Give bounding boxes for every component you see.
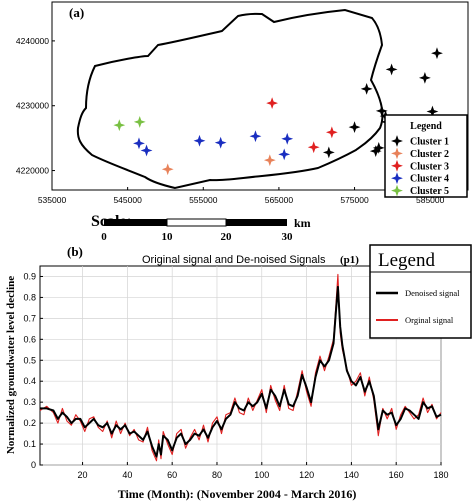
cluster-4-point [249, 130, 262, 143]
map-x-tick-label: 565000 [265, 195, 294, 205]
y-tick-label: 0.9 [23, 271, 36, 281]
cluster-4-point [140, 144, 153, 157]
map-y-tick-label: 4230000 [16, 101, 49, 111]
cluster-1-point [360, 82, 373, 95]
plot-series [39, 273, 442, 462]
cluster-1-point [369, 145, 382, 158]
map-legend-label-cluster-4: Cluster 4 [410, 174, 449, 185]
map-legend-box [384, 114, 468, 198]
scale-segment-2 [166, 218, 227, 227]
x-tick-label: 180 [433, 470, 448, 480]
map-legend-marker-cluster-3 [391, 159, 403, 172]
cluster-4-point [133, 137, 145, 150]
y-tick-label: 0.2 [23, 418, 36, 428]
denoised-signal-line [40, 285, 442, 458]
cluster-1-point [431, 47, 443, 60]
cluster-3-point [325, 126, 338, 139]
plot-legend-box [369, 244, 472, 339]
chart-title: Original signal and De-noised Signals [142, 254, 326, 266]
map-y-ticks: 4220000 4230000 4240000 [16, 36, 55, 176]
y-tick-label: 0.8 [23, 292, 36, 302]
x-tick-label: 120 [299, 470, 314, 480]
y-tick-label: 0 [31, 460, 36, 470]
cluster-3-point [266, 97, 279, 110]
map-legend-marker-cluster-1 [391, 135, 403, 147]
plot-legend-items: Denoised signal Orginal signal [376, 288, 460, 325]
cluster-4-point [281, 132, 294, 145]
panel-a-label: (a) [69, 5, 84, 20]
chart-title-suffix: (p1) [340, 254, 359, 266]
x-tick-label: 140 [344, 470, 359, 480]
signal-chart-panel: (b) Original signal and De-noised Signal… [5, 244, 472, 501]
map-x-tick-label: 535000 [38, 195, 67, 205]
x-tick-label: 80 [212, 470, 222, 480]
map-frame [51, 1, 469, 191]
plot-legend-label-orginal-signal: Orginal signal [405, 315, 454, 325]
y-tick-label: 0.1 [23, 439, 36, 449]
plot-y-ticks: 0 0.1 0.2 0.3 0.4 0.5 0.6 0.7 0.8 0.9 [23, 271, 43, 470]
scale-tick-30: 30 [282, 231, 294, 243]
scale-segment-3 [226, 219, 287, 226]
map-legend-marker-cluster-5 [391, 184, 403, 197]
cluster-map-panel: (a) 535000 545000 555000 565000 575000 585000… [16, 1, 469, 205]
x-tick-label: 100 [254, 470, 269, 480]
cluster-5-point [113, 119, 126, 132]
map-x-tick-label: 575000 [340, 195, 369, 205]
map-legend-label-cluster-1: Cluster 1 [410, 137, 449, 148]
map-x-tick-label: 545000 [113, 195, 142, 205]
plot-legend-label-denoised-signal: Denoised signal [405, 288, 460, 298]
map-legend-label-cluster-5: Cluster 5 [410, 186, 449, 197]
cluster-2-point [161, 163, 174, 176]
y-axis-label: Normalized groundwater level decline [5, 276, 17, 454]
x-tick-label: 60 [167, 470, 177, 480]
map-legend-label-cluster-2: Cluster 2 [410, 149, 449, 160]
y-tick-label: 0.6 [23, 334, 36, 344]
map-y-tick-label: 4220000 [16, 166, 49, 176]
y-tick-label: 0.7 [23, 313, 36, 323]
x-tick-label: 20 [78, 470, 88, 480]
x-tick-label: 40 [122, 470, 132, 480]
y-tick-label: 0.4 [23, 376, 36, 386]
y-tick-label: 0.5 [23, 355, 36, 365]
cluster-1-point [348, 121, 361, 134]
map-legend-marker-cluster-4 [391, 172, 403, 185]
map-legend-label-cluster-3: Cluster 3 [410, 161, 449, 172]
cluster-4-point [193, 134, 206, 147]
map-x-ticks: 535000 545000 555000 565000 575000 585000 [38, 187, 445, 205]
study-area-boundary [76, 8, 384, 190]
cluster-4-point [214, 136, 227, 149]
cluster-1-point [418, 71, 431, 84]
map-x-tick-label: 585000 [416, 195, 445, 205]
cluster-1-point [385, 63, 398, 76]
map-x-tick-label: 555000 [189, 195, 218, 205]
scale-bar: Scale: km 0 10 20 30 [91, 213, 311, 243]
y-tick-label: 0.3 [23, 397, 36, 407]
plot-legend: Legend Denoised signal Orginal signal [369, 244, 472, 339]
x-tick-label: 160 [389, 470, 404, 480]
scale-tick-0: 0 [101, 231, 107, 243]
cluster-3-point [307, 141, 320, 154]
map-legend-marker-cluster-2 [391, 147, 403, 160]
scale-tick-10: 10 [162, 231, 174, 243]
scale-segment-1 [104, 219, 167, 226]
plot-x-ticks: 20 40 60 80 100 120 140 160 180 [78, 462, 449, 480]
map-legend-title: Legend [410, 121, 442, 132]
cluster-4-point [278, 148, 291, 161]
panel-b-label: (b) [67, 244, 83, 259]
cluster-2-point [263, 154, 276, 167]
cluster-5-point [133, 116, 146, 128]
map-y-tick-label: 4240000 [16, 36, 49, 46]
scale-unit: km [294, 216, 311, 230]
plot-legend-title: Legend [378, 250, 435, 271]
scale-tick-20: 20 [221, 231, 233, 243]
cluster-1-point [322, 146, 335, 159]
x-axis-label: Time (Month): (November 2004 - March 201… [118, 487, 357, 501]
